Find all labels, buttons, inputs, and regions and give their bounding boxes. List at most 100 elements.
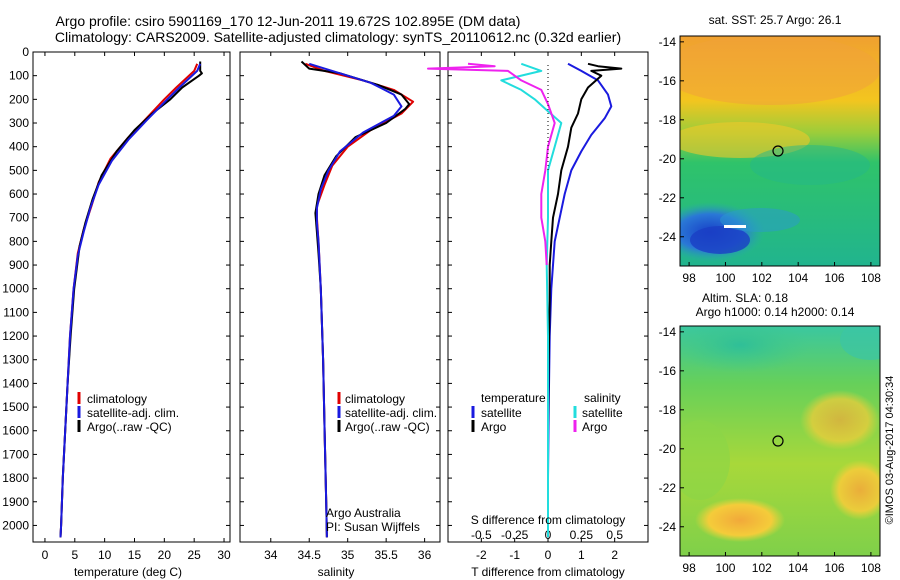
salinity-x-axis: 34 34.5 35 35.5 36	[264, 52, 432, 562]
map-x-tick-label: 100	[715, 271, 735, 285]
sla-map-title-line2: Argo h1000: 0.14 h2000: 0.14	[696, 305, 855, 319]
legend-climatology-label: climatology	[87, 392, 147, 406]
temperature-x-axis: 0 5 10 15 20 25 30	[42, 52, 231, 562]
map-x-tick-label: 104	[788, 561, 808, 575]
temperature-tick-label: 0	[42, 548, 49, 562]
legend-climatology-label: climatology	[345, 392, 405, 406]
depth-tick-label: 300	[9, 116, 29, 130]
map-y-tick-label: -24	[659, 520, 677, 534]
difference-tick-label: 0	[545, 548, 552, 562]
difference-xlabel: T difference from climatology	[471, 565, 625, 579]
salinity-plot-frame	[239, 51, 441, 543]
difference-s-satellite-line	[500, 62, 563, 538]
legend-t-argo-label: Argo	[481, 420, 507, 434]
sst-map-title: sat. SST: 25.7 Argo: 26.1	[709, 13, 842, 27]
depth-tick-label: 200	[9, 92, 29, 106]
difference-series	[427, 62, 623, 538]
sla-argo-marker	[772, 435, 784, 447]
temperature-xlabel: temperature (deg C)	[74, 565, 182, 579]
salinity-xlabel: salinity	[318, 565, 355, 579]
salinity-tick-label: 36	[418, 548, 432, 562]
map-y-tick-label: -20	[659, 152, 677, 166]
salinity-tick-label: 35.5	[374, 548, 398, 562]
legend-argo-label: Argo(..raw -QC)	[87, 420, 172, 434]
temperature-tick-label: 20	[158, 548, 172, 562]
map-y-tick-label: -18	[659, 403, 677, 417]
legend-satellite-label: satellite-adj. clim.	[345, 406, 437, 420]
temperature-tick-label: 15	[128, 548, 142, 562]
salinity-difference-tick-label: -0.5	[471, 528, 492, 542]
difference-tick-label: -2	[476, 548, 487, 562]
map-y-tick-label: -20	[659, 442, 677, 456]
map-x-tick-label: 106	[825, 271, 845, 285]
map-y-tick-label: -22	[659, 191, 677, 205]
temperature-tick-label: 5	[71, 548, 78, 562]
depth-tick-label: 1900	[2, 495, 29, 509]
figure-title-line2: Climatology: CARS2009. Satellite-adjuste…	[55, 29, 621, 45]
depth-tick-label: 1600	[2, 424, 29, 438]
legend-s-satellite-label: satellite	[582, 406, 623, 420]
depth-tick-label: 1300	[2, 353, 29, 367]
map-y-tick-label: -14	[659, 325, 677, 339]
depth-tick-label: 1800	[2, 471, 29, 485]
sst-map-image	[680, 36, 880, 266]
legend-t-satellite-label: satellite	[481, 406, 522, 420]
difference-t-argo-line	[547, 62, 623, 538]
depth-tick-label: 800	[9, 234, 29, 248]
depth-tick-label: 0	[22, 45, 29, 59]
argo-australia-annotation: Argo Australia	[326, 506, 401, 520]
legend-temperature-title: temperature	[481, 391, 546, 405]
salinity-satellite-line	[308, 62, 403, 538]
map-y-tick-label: -16	[659, 364, 677, 378]
depth-tick-label: 600	[9, 187, 29, 201]
temperature-climatology-line	[59, 63, 199, 538]
map-y-tick-label: -14	[659, 35, 677, 49]
map-x-tick-label: 98	[682, 561, 696, 575]
sst-map-axes: 98 100 102 104 106 108 -14 -16 -18 -20 -22 -24	[659, 35, 882, 285]
legend-s-argo-label: Argo	[582, 420, 608, 434]
depth-tick-label: 700	[9, 211, 29, 225]
depth-tick-label: 1700	[2, 447, 29, 461]
depth-tick-label: 2000	[2, 518, 29, 532]
map-x-tick-label: 104	[788, 271, 808, 285]
salinity-difference-tick-label: -0.25	[501, 528, 529, 542]
sla-map-frame	[679, 325, 881, 557]
map-y-tick-label: -22	[659, 481, 677, 495]
difference-tick-label: 1	[578, 548, 585, 562]
salinity-difference-tick-label: 0.5	[606, 528, 623, 542]
salinity-legend: climatology satellite-adj. clim. Argo(..…	[337, 392, 437, 434]
temperature-tick-label: 10	[98, 548, 112, 562]
depth-tick-label: 1500	[2, 400, 29, 414]
map-x-tick-label: 100	[715, 561, 735, 575]
depth-tick-label: 500	[9, 163, 29, 177]
map-y-tick-label: -16	[659, 74, 677, 88]
temperature-legend: climatology satellite-adj. clim. Argo(..…	[77, 392, 179, 434]
map-y-tick-label: -24	[659, 230, 677, 244]
sst-map-frame	[679, 35, 881, 267]
legend-argo-label: Argo(..raw -QC)	[345, 420, 430, 434]
salinity-argo-line	[300, 60, 411, 538]
map-x-tick-label: 98	[682, 271, 696, 285]
difference-tick-label: 2	[611, 548, 618, 562]
sla-map-title-line1: Altim. SLA: 0.18	[702, 291, 788, 305]
depth-tick-label: 100	[9, 69, 29, 83]
map-x-tick-label: 106	[825, 561, 845, 575]
map-y-tick-label: -18	[659, 113, 677, 127]
legend-satellite-label: satellite-adj. clim.	[87, 406, 179, 420]
temperature-satellite-line	[59, 63, 202, 538]
depth-tick-label: 900	[9, 258, 29, 272]
depth-tick-label: 1100	[3, 305, 29, 319]
temperature-argo-line	[59, 61, 203, 538]
imos-watermark: ©IMOS 03-Aug-2017 04:30:34	[884, 376, 896, 525]
figure-title-line1: Argo profile: csiro 5901169_170 12-Jun-2…	[56, 13, 521, 29]
salinity-series	[300, 60, 415, 538]
sla-map-axes: 98 100 102 104 106 108 -14 -16 -18 -20 -22 -24	[659, 325, 882, 575]
difference-xlabel-top: S difference from climatology	[471, 513, 626, 527]
depth-axis: 0 100 200 300 400 500 600 700 800 900 1000 1100 1200…	[2, 45, 648, 532]
legend-salinity-title: salinity	[584, 391, 621, 405]
temperature-plot-frame	[32, 51, 231, 543]
temperature-series	[59, 61, 203, 538]
salinity-tick-label: 34	[264, 548, 278, 562]
sla-map-image	[680, 326, 880, 556]
difference-x-axis: -2 -1 0 1 2-0.5 -0.25 0 0.25 0.5	[471, 52, 623, 562]
